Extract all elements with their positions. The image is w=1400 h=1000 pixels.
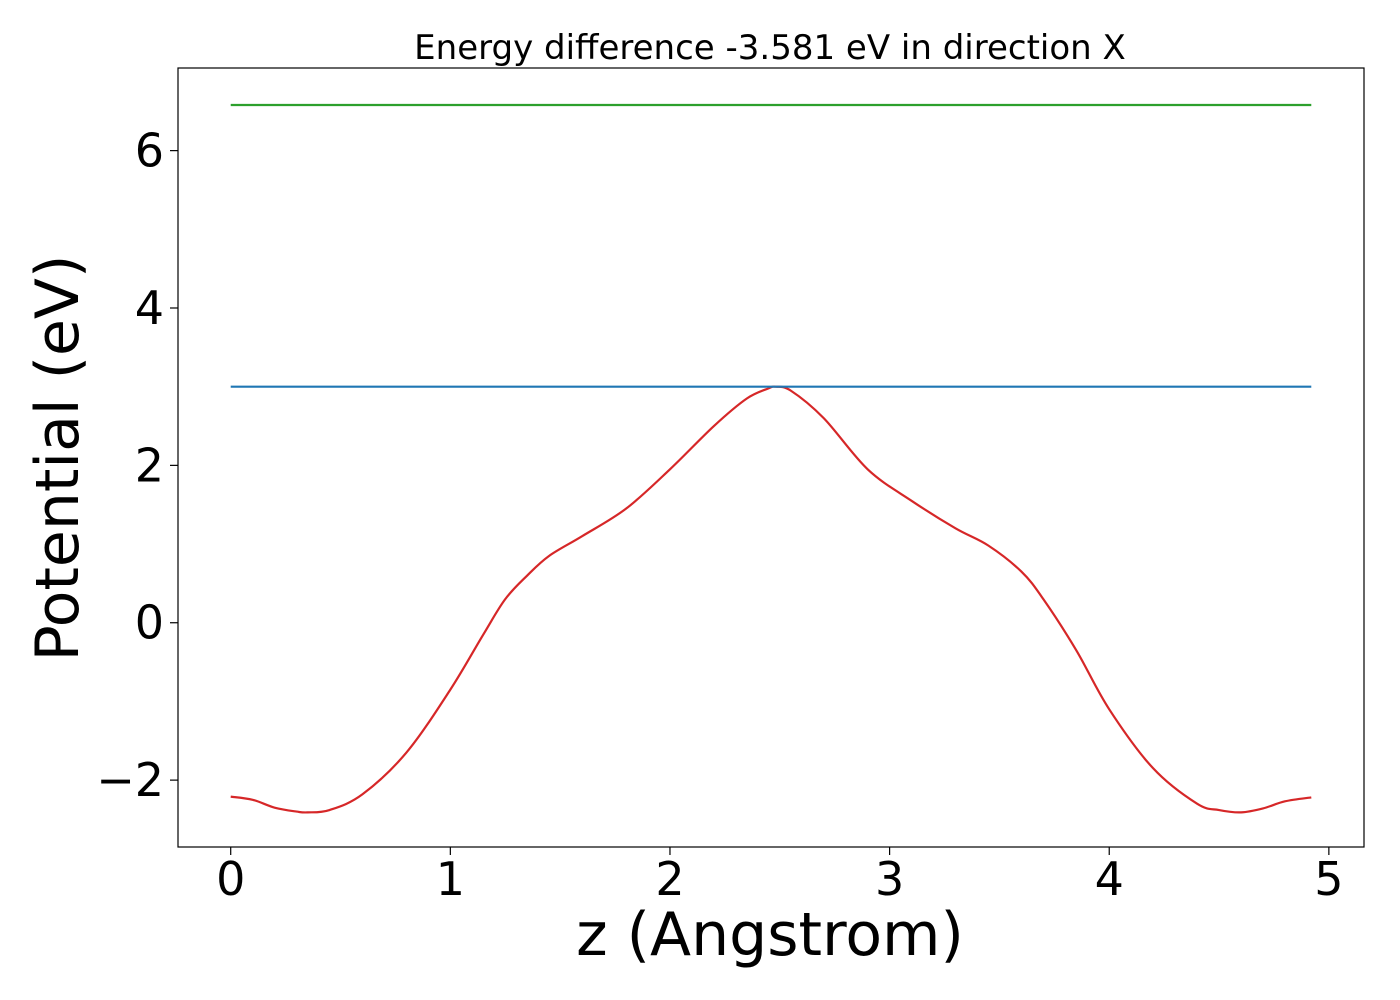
x-tick-label: 2 (655, 852, 684, 906)
x-axis: 0 1 2 3 4 5 (216, 847, 1343, 906)
y-tick-label: 0 (135, 596, 164, 650)
y-axis-label: Potential (eV) (23, 255, 93, 662)
x-tick-label: 4 (1095, 852, 1124, 906)
y-tick-label: 6 (135, 124, 164, 178)
chart-title: Energy difference -3.581 eV in direction… (414, 28, 1126, 68)
x-tick-label: 0 (216, 852, 245, 906)
x-axis-label: z (Angstrom) (576, 900, 964, 970)
y-tick-label: −2 (96, 753, 164, 807)
plot-area (230, 103, 1312, 814)
y-axis: −2 0 2 4 6 (96, 124, 178, 807)
x-tick-label: 1 (436, 852, 465, 906)
plot-frame (177, 67, 1365, 848)
x-tick-label: 3 (875, 852, 904, 906)
x-tick-label: 5 (1314, 852, 1343, 906)
y-tick-label: 2 (135, 438, 164, 492)
y-tick-label: 4 (135, 281, 164, 335)
potential-curve-red (230, 385, 1312, 814)
